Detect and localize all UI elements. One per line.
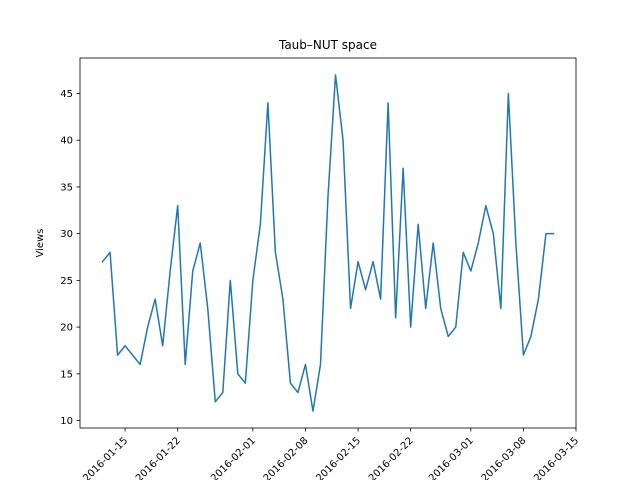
y-tick-label: 45 [60,89,73,100]
axes-frame [79,57,577,429]
chart-title: Taub–NUT space [278,38,377,52]
y-tick-label: 25 [60,276,73,287]
plot-area [101,74,555,412]
y-tick-label: 10 [60,416,73,427]
y-tick-label: 20 [60,323,73,334]
y-tick-label: 40 [60,136,73,147]
y-tick-label: 15 [60,369,73,380]
series-line [101,74,555,412]
y-axis-title: Views [35,229,46,258]
y-axis: 10 15 20 25 30 35 40 45 [60,89,80,427]
y-tick-label: 35 [60,182,73,193]
y-tick-label: 30 [60,229,73,240]
